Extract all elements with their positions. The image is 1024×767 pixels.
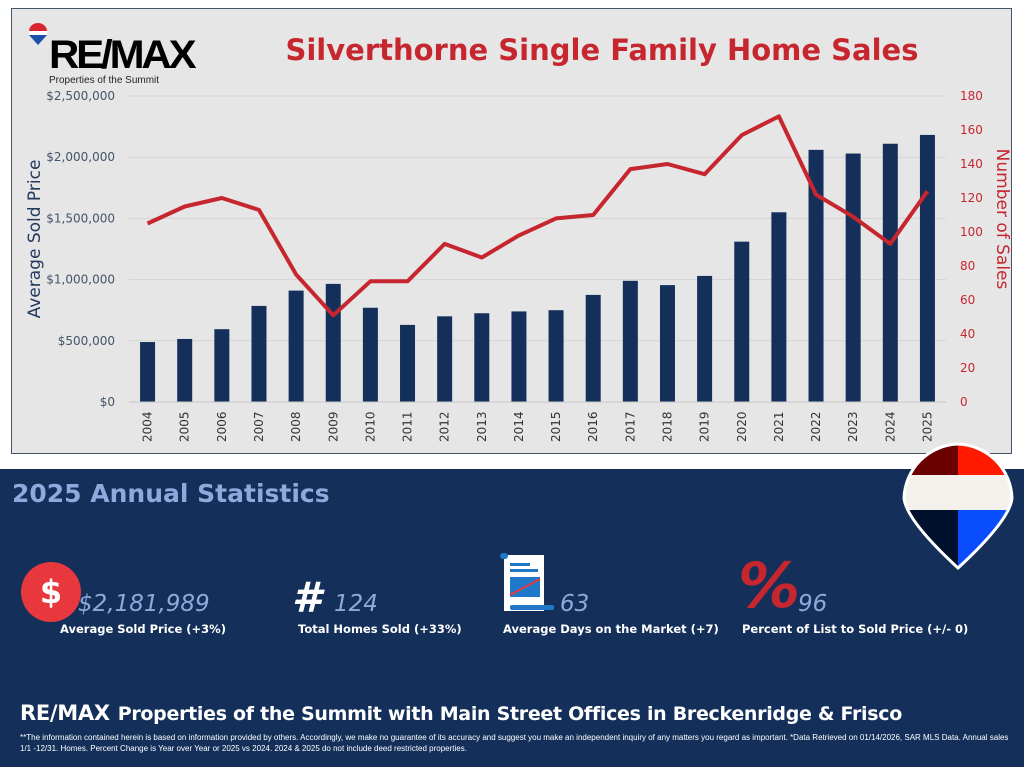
bar-2009 [325,283,341,402]
y2-tick-label: 140 [960,157,983,171]
y2-tick-label: 80 [960,259,975,273]
y2-tick-label: 160 [960,123,983,137]
x-tick-label: 2006 [215,411,229,442]
bar-2005 [177,338,193,402]
stat-label: Average Days on the Market (+7) [503,622,719,636]
y-tick-label: $2,000,000 [46,150,115,164]
y2-tick-label: 40 [960,327,975,341]
y2-tick-label: 120 [960,191,983,205]
bar-2018 [659,285,675,402]
y-tick-label: $1,000,000 [46,273,115,287]
bar-2020 [734,241,750,402]
x-tick-label: 2023 [846,411,860,442]
chart-panel: $0 $500,000 $1,000,000 $1,500,000 $2,000,000… [11,8,1012,454]
disclaimer: **The information contained herein is ba… [20,733,1009,753]
y-tick-label: $500,000 [58,334,115,348]
x-tick-label: 2008 [289,411,303,442]
stats-title: 2025 Annual Statistics [12,479,330,508]
bar-2012 [437,316,453,402]
bar-2016 [585,294,601,402]
bar-2015 [548,310,564,402]
x-tick-label: 2025 [920,411,934,442]
dollar-icon: $ [21,562,81,622]
y2-tick-label: 100 [960,225,983,239]
x-tick-label: 2009 [326,411,340,442]
x-tick-label: 2022 [809,411,823,442]
remax-balloon-icon [902,442,1014,571]
chart-title: Silverthorne Single Family Home Sales [285,33,919,67]
x-tick-label: 2010 [363,411,377,442]
footer-logo: RE/MAX [20,701,110,725]
bar-2022 [808,149,824,402]
bar-2019 [697,275,713,402]
balloon-logo-icon [29,23,47,45]
footer-brand: RE/MAX Properties of the Summit with Main… [20,701,902,725]
y2-axis-title: Number of Sales [992,149,1012,290]
x-tick-label: 2015 [549,411,563,442]
logo-wordmark: RE/MAX [49,33,197,77]
bar-2024 [882,143,898,402]
x-tick-label: 2021 [772,411,786,442]
bar-2014 [511,311,527,402]
bar-2021 [771,212,787,402]
remax-logo: RE/MAX Properties of the Summit [27,23,207,89]
x-tick-label: 2016 [586,411,600,442]
stat-label: Percent of List to Sold Price (+/- 0) [742,622,969,636]
stat-value: 63 [560,591,590,617]
bar-2011 [400,324,416,402]
y-tick-label: $0 [100,395,115,409]
x-tick-label: 2024 [883,411,897,442]
x-tick-label: 2019 [698,411,712,442]
stat-value: 96 [798,591,828,617]
bar-2008 [288,290,304,402]
x-tick-label: 2005 [178,411,192,442]
y2-tick-label: 60 [960,293,975,307]
x-tick-label: 2014 [512,411,526,442]
footer-tagline: Properties of the Summit with Main Stree… [117,703,903,725]
x-tick-label: 2007 [252,411,266,442]
stat-label: Total Homes Sold (+33%) [298,622,462,636]
bar-2025 [919,134,935,402]
bar-2007 [251,305,267,402]
chart: $0 $500,000 $1,000,000 $1,500,000 $2,000,000… [25,89,1012,442]
stat-value: $2,181,989 [78,591,210,617]
stat-label: Average Sold Price (+3%) [60,622,226,636]
x-tick-label: 2011 [401,411,415,442]
x-tick-label: 2018 [660,411,674,442]
stat-value: 124 [334,591,378,617]
bar-2006 [214,329,230,402]
bar-2010 [362,307,378,402]
logo-subtitle: Properties of the Summit [49,75,160,86]
x-tick-label: 2013 [475,411,489,442]
y-axis-title: Average Sold Price [25,160,45,319]
y-tick-label: $1,500,000 [46,211,115,225]
x-tick-label: 2012 [438,411,452,442]
bar-2017 [622,280,638,402]
calendar-scroll-icon [500,553,554,611]
bar-2004 [140,342,156,402]
bar-2023 [845,153,861,402]
x-tick-label: 2017 [623,411,637,442]
percent-icon: % [738,549,801,622]
stats-panel: 2025 Annual Statistics $ $2,181,989 Aver… [0,469,1024,767]
y2-tick-label: 20 [960,361,975,375]
bar-2013 [474,313,490,402]
y2-tick-label: 0 [960,395,968,409]
x-tick-label: 2004 [141,411,155,442]
y-tick-label: $2,500,000 [46,89,115,103]
x-tick-label: 2020 [735,411,749,442]
svg-text:$: $ [40,573,62,611]
sales-line [146,114,930,318]
hash-icon: # [292,573,322,622]
y2-tick-label: 180 [960,89,983,103]
